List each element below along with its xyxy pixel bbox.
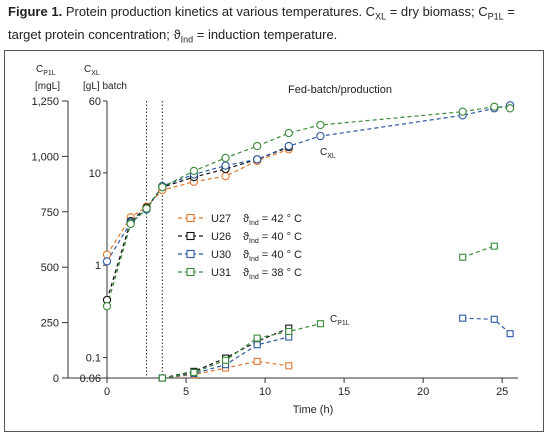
u31-biomass-point [284,128,293,138]
u27-biomass-point [102,250,112,259]
u31-biomass-point [189,166,199,176]
u27-protein-point [253,357,261,365]
u31-biomass-point [126,219,135,229]
legend-temp-u31: ϑInd = 38 ° C [243,267,302,281]
x-tick-label: 5 [183,386,189,398]
right-tick-label: 0.1 [86,353,101,365]
u31-biomass-point [158,183,167,192]
left-tick-label: 500 [41,262,59,274]
phase-label: Fed-batch/production [288,84,392,96]
x-axis-label: Time (h) [293,404,334,416]
right-tick-label: 60 [89,96,101,108]
left-axis-label: CP1L [36,64,56,77]
u31-protein-point [316,320,324,328]
left-tick-label: 1,250 [31,96,59,108]
x-tick-label: 10 [259,386,271,398]
u31-biomass-point [458,107,467,116]
caption-text-4: = induction temperature. [193,26,338,42]
u30-biomass-point [284,141,293,151]
legend-name-u30: U30 [211,249,231,261]
left-tick-label: 750 [41,207,59,219]
left-tick-label: 0 [53,373,59,385]
legend-temp-u26: ϑInd = 40 ° C [243,231,302,245]
right-tick-label: 0.06 [80,373,101,385]
legend-temp-u30: ϑInd = 40 ° C [243,249,302,263]
left-tick-label: 1,000 [31,151,59,163]
u31-protein-point [285,327,293,336]
biomass-curve-label: CXL [320,147,336,160]
legend-name-u31: U31 [211,267,231,279]
u30-protein-point [490,315,498,323]
legend-name-u26: U26 [211,231,231,243]
u31-biomass-line [106,106,511,307]
right-tick-label: 1 [95,260,101,272]
u31-biomass-point [102,302,112,311]
u30-protein-point [253,341,261,349]
left-axis-unit: [mgL] [35,81,60,92]
u27-protein-point [285,362,293,370]
legend-temp-u27: ϑInd = 42 ° C [243,213,302,227]
caption-text: Protein production kinetics at various t… [65,4,376,19]
legend-marker-u30 [186,249,195,259]
u30-protein-late-line [462,317,511,335]
caption-sub-xl: XL [375,11,387,22]
u31-protein-late-line [462,245,495,258]
u30-biomass-point [253,155,262,164]
u31-biomass-point [505,104,515,113]
protein-curve-label: CP1L [330,314,350,327]
u31-biomass-point [253,141,262,151]
u31-biomass-point [142,204,151,213]
figure-caption: Figure 1. Protein production kinetics at… [8,3,548,48]
right-axis-unit: [gL] batch [83,81,127,92]
legend-marker-u31 [186,267,195,277]
u30-protein-point [459,314,467,322]
left-tick-label: 250 [41,318,59,330]
u31-biomass-point [316,120,325,130]
legend-marker-u27 [186,213,195,223]
legend-name-u27: U27 [211,213,231,225]
x-tick-label: 20 [417,386,429,398]
caption-text-2: = dry biomass; C [386,4,488,19]
u30-protein-point [506,330,514,338]
caption-sub-p1l: P1L [487,11,504,22]
u31-protein-point [490,242,498,250]
u31-biomass-point [221,153,230,163]
chart-frame [4,50,544,432]
u31-protein-early-line [162,323,321,379]
u30-biomass-point [102,257,112,266]
right-tick-label: 10 [89,168,101,180]
u30-biomass-line [106,104,511,262]
caption-text-3: = target protein concentration; ϑ [8,4,515,42]
x-tick-label: 25 [496,386,508,398]
u31-protein-point [190,368,198,377]
u31-protein-point [459,253,467,261]
u31-protein-point [222,356,230,364]
right-axis-label: CXL [84,64,100,77]
u27-biomass-point [221,172,230,181]
u30-biomass-point [221,161,230,170]
u31-protein-point [253,334,261,342]
caption-label: Figure 1. [8,4,63,19]
caption-sub-ind: Ind [180,34,194,45]
legend-marker-u26 [186,231,195,241]
u30-biomass-point [316,131,325,141]
u31-biomass-point [490,102,499,111]
u31-protein-point [158,374,166,382]
x-tick-label: 0 [104,386,110,398]
x-tick-label: 15 [338,386,350,398]
